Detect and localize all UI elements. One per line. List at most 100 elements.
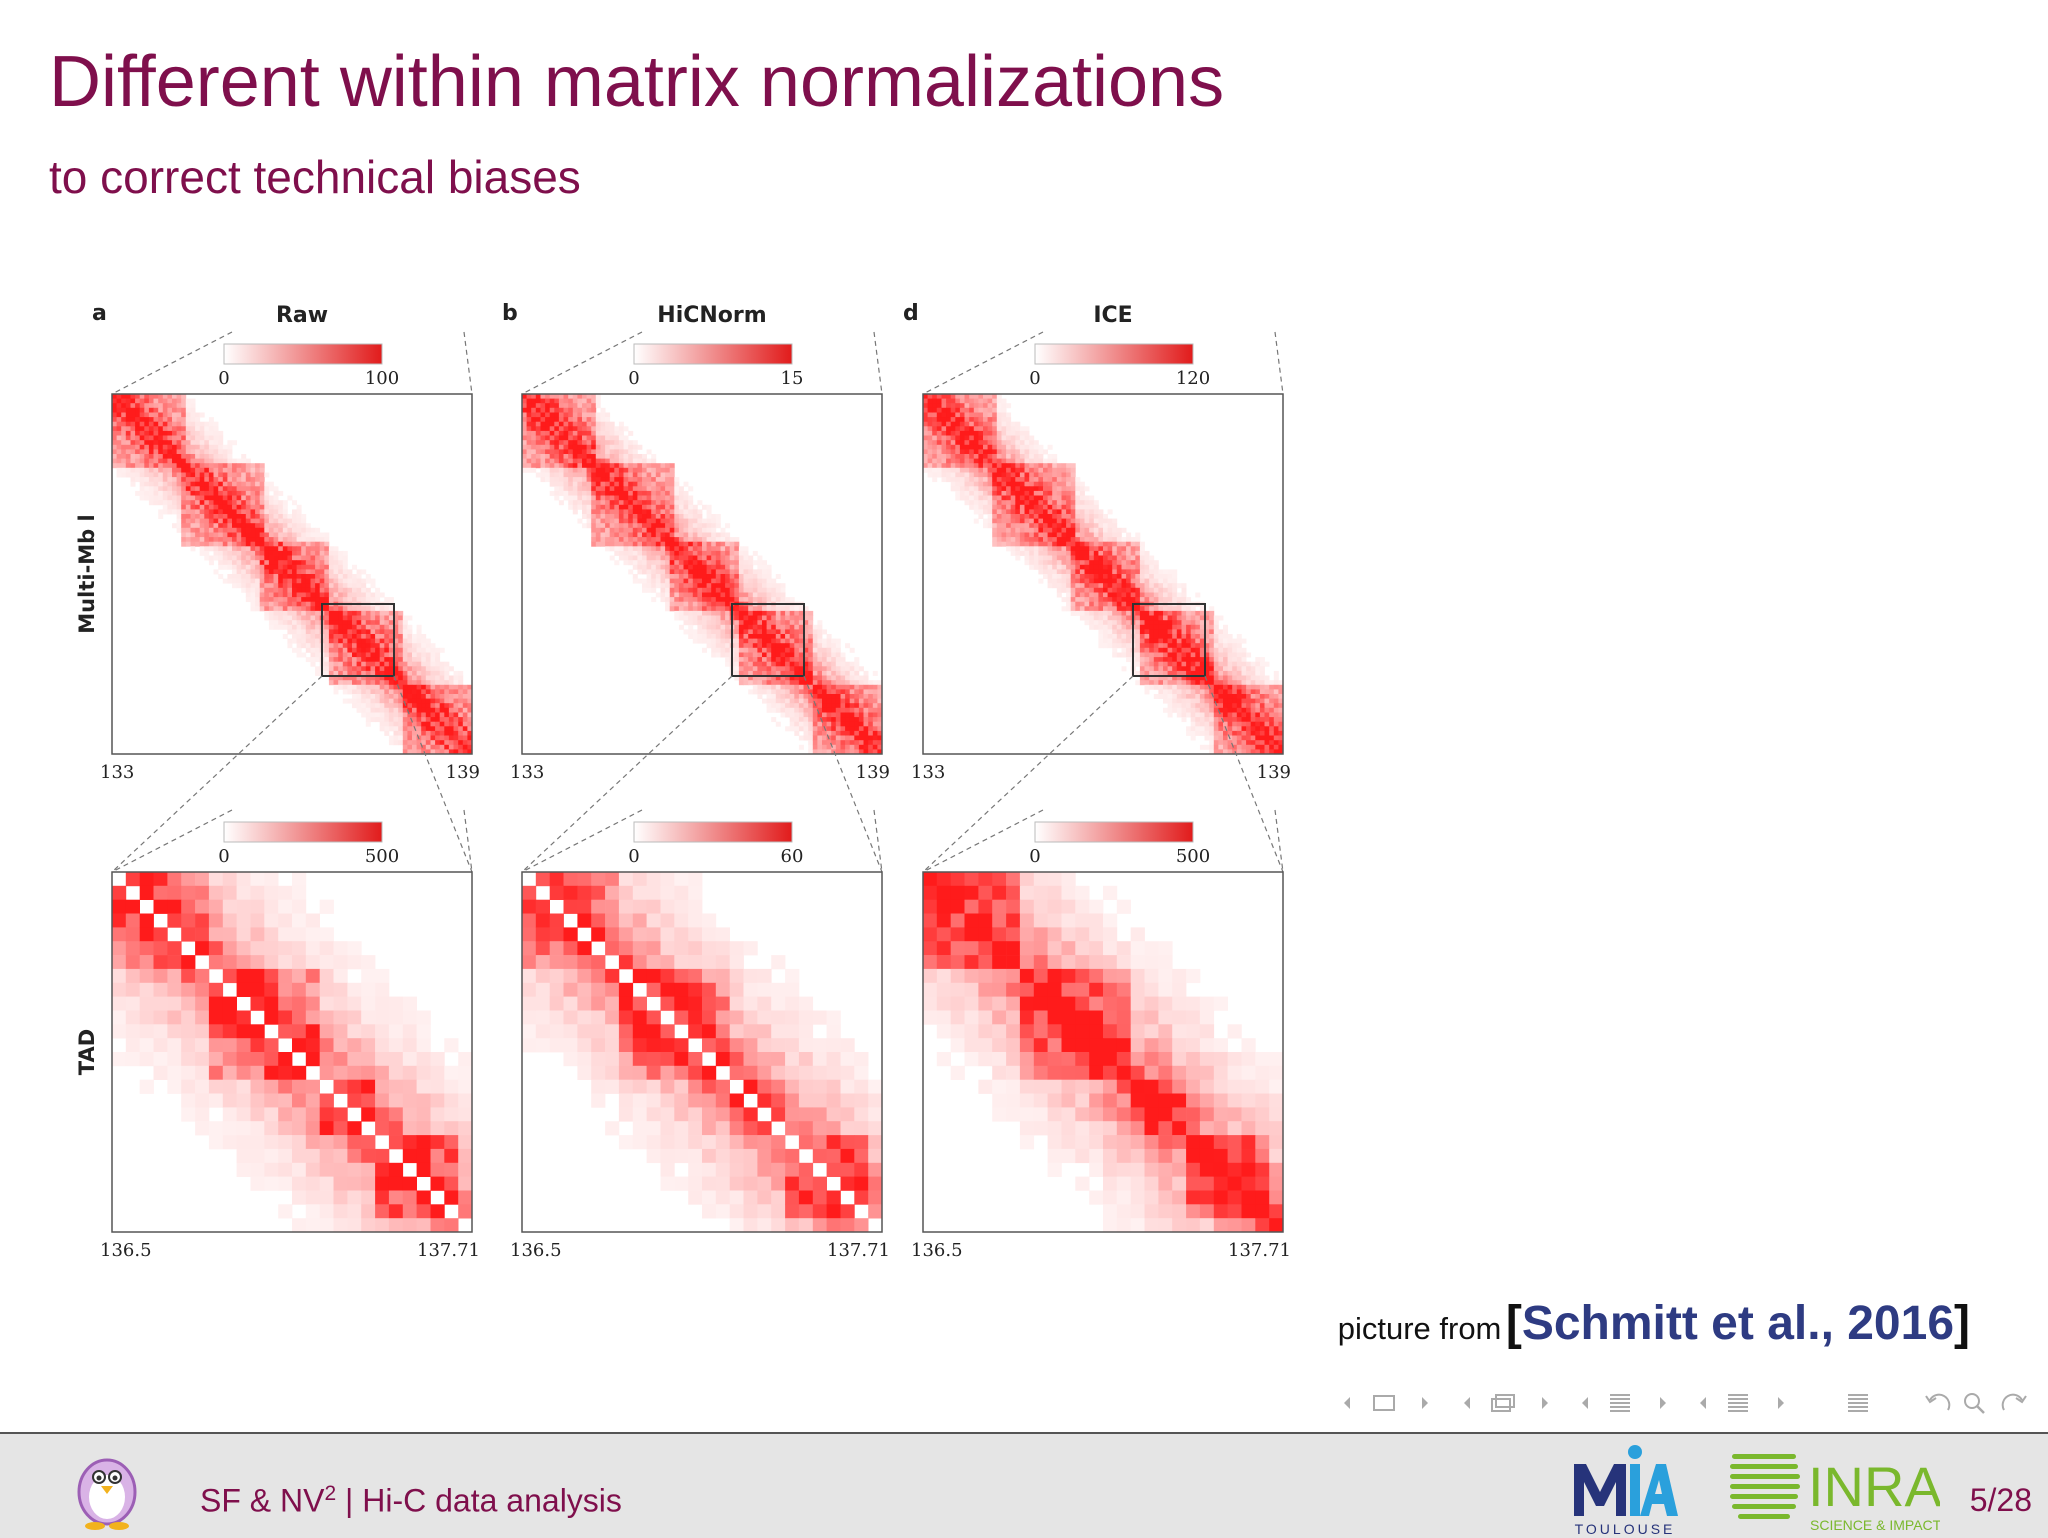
- zoom-guide-line: [393, 675, 473, 873]
- heatmap-frame: [521, 871, 883, 1233]
- subsection-icon[interactable]: [1491, 1394, 1515, 1412]
- row-label-tad: TAD: [75, 1029, 99, 1075]
- slide-list-icon[interactable]: [1728, 1394, 1748, 1412]
- heatmap-frame: [111, 393, 473, 755]
- zoom-guide-line: [111, 675, 323, 873]
- scale-min-label: 0: [1029, 368, 1040, 389]
- header-guide-line: [1274, 809, 1284, 873]
- beamer-navigation-bar: [1344, 1393, 2027, 1414]
- inra-logo: INRA SCIENCE & IMPACT: [1730, 1454, 1940, 1533]
- undo-icon[interactable]: [1925, 1393, 1951, 1411]
- heatmap: [522, 394, 883, 755]
- axis-end-label: 137.71: [1228, 1240, 1291, 1261]
- color-scale-bar: [633, 821, 793, 843]
- panel-method-title: Raw: [276, 303, 328, 328]
- color-scale-bar: [633, 343, 793, 365]
- arrow-left-icon[interactable]: [1582, 1397, 1588, 1409]
- panel-method-title: ICE: [1093, 303, 1132, 328]
- section-icon[interactable]: [1610, 1394, 1630, 1412]
- slide-title: Different within matrix normalizations: [49, 42, 1225, 122]
- footer-separator: |: [336, 1482, 363, 1519]
- arrow-left-icon[interactable]: [1700, 1397, 1706, 1409]
- frame-icon[interactable]: [1373, 1395, 1395, 1411]
- caption-close-bracket: ]: [1954, 1297, 1970, 1350]
- header-guide-line: [521, 809, 643, 873]
- scale-max-label: 100: [365, 368, 399, 389]
- scale-max-label: 15: [781, 368, 804, 389]
- figure-caption: picture from [Schmitt et al., 2016]: [1338, 1296, 1970, 1351]
- arrow-right-icon[interactable]: [1542, 1397, 1548, 1409]
- color-scale-bar: [1034, 821, 1194, 843]
- scale-min-label: 0: [1029, 846, 1040, 867]
- redo-icon[interactable]: [2001, 1393, 2027, 1411]
- axis-end-label: 137.71: [417, 1240, 480, 1261]
- scale-min-label: 0: [218, 368, 229, 389]
- arrow-right-icon[interactable]: [1778, 1397, 1784, 1409]
- heatmap-frame: [521, 393, 883, 755]
- scale-max-label: 500: [365, 846, 399, 867]
- zoom-guide-line: [922, 675, 1134, 873]
- tad-zoom-box: [1132, 603, 1206, 677]
- arrow-left-icon[interactable]: [1464, 1397, 1470, 1409]
- arrow-left-icon[interactable]: [1344, 1397, 1350, 1409]
- heatmap: [112, 872, 473, 1233]
- slide-subtitle: to correct technical biases: [49, 151, 581, 203]
- heatmap-frame: [111, 871, 473, 1233]
- menu-icon[interactable]: [1848, 1394, 1868, 1412]
- inra-logo-subtext: SCIENCE & IMPACT: [1810, 1517, 1940, 1533]
- heatmap-frame: [922, 871, 1284, 1233]
- scale-min-label: 0: [628, 368, 639, 389]
- tad-zoom-box: [321, 603, 395, 677]
- footer-talk-title: Hi-C data analysis: [362, 1482, 622, 1519]
- heatmap: [112, 394, 473, 755]
- caption-open-bracket: [: [1505, 1297, 1522, 1350]
- arrow-right-icon[interactable]: [1422, 1397, 1428, 1409]
- page-number: 5/28: [1969, 1482, 2032, 1518]
- panel-letter-b: b: [502, 301, 518, 326]
- axis-start-label: 133: [911, 762, 945, 783]
- caption-prefix: picture from: [1337, 1311, 1502, 1346]
- header-guide-line: [922, 331, 1044, 395]
- panel-letter-d: d: [903, 301, 919, 326]
- header-guide-line: [521, 331, 643, 395]
- header-guide-line: [111, 809, 233, 873]
- scale-min-label: 0: [628, 846, 639, 867]
- scale-max-label: 60: [781, 846, 804, 867]
- citation-link[interactable]: Schmitt et al., 2016: [1521, 1297, 1955, 1350]
- heatmap: [923, 394, 1284, 755]
- axis-start-label: 133: [510, 762, 544, 783]
- header-guide-line: [463, 331, 473, 395]
- scale-max-label: 120: [1176, 368, 1210, 389]
- footer-author: SF & NV: [200, 1482, 325, 1519]
- penguin-mascot-icon: [77, 1458, 137, 1530]
- color-scale-bar: [223, 821, 383, 843]
- arrow-right-icon[interactable]: [1660, 1397, 1666, 1409]
- header-guide-line: [111, 331, 233, 395]
- axis-start-label: 136.5: [100, 1240, 152, 1261]
- search-icon[interactable]: [1964, 1393, 1985, 1414]
- heatmap: [522, 872, 883, 1233]
- header-guide-line: [463, 809, 473, 873]
- axis-start-label: 136.5: [911, 1240, 963, 1261]
- axis-end-label: 139: [446, 762, 480, 783]
- panel-letter-a: a: [92, 301, 107, 326]
- axis-end-label: 137.71: [827, 1240, 890, 1261]
- heatmap-frame: [922, 393, 1284, 755]
- footer-title: SF & NV2 | Hi-C data analysis: [200, 1482, 622, 1520]
- axis-start-label: 133: [100, 762, 134, 783]
- heatmap: [923, 872, 1284, 1233]
- zoom-guide-line: [803, 675, 883, 873]
- header-guide-line: [922, 809, 1044, 873]
- header-guide-line: [873, 809, 883, 873]
- scale-min-label: 0: [218, 846, 229, 867]
- color-scale-bar: [223, 343, 383, 365]
- tad-zoom-box: [731, 603, 805, 677]
- inra-logo-text: INRA: [1808, 1455, 1940, 1518]
- footer-author-sup: 2: [324, 1482, 337, 1505]
- axis-end-label: 139: [1257, 762, 1291, 783]
- scale-max-label: 500: [1176, 846, 1210, 867]
- row-label-multi-mb: Multi-Mb l: [75, 514, 99, 633]
- color-scale-bar: [1034, 343, 1194, 365]
- hic-heatmap-figure: Multi-Mb l TAD a Raw 0 100 133 139 0 500 136.5 137.…: [75, 301, 1291, 1261]
- header-guide-line: [873, 331, 883, 395]
